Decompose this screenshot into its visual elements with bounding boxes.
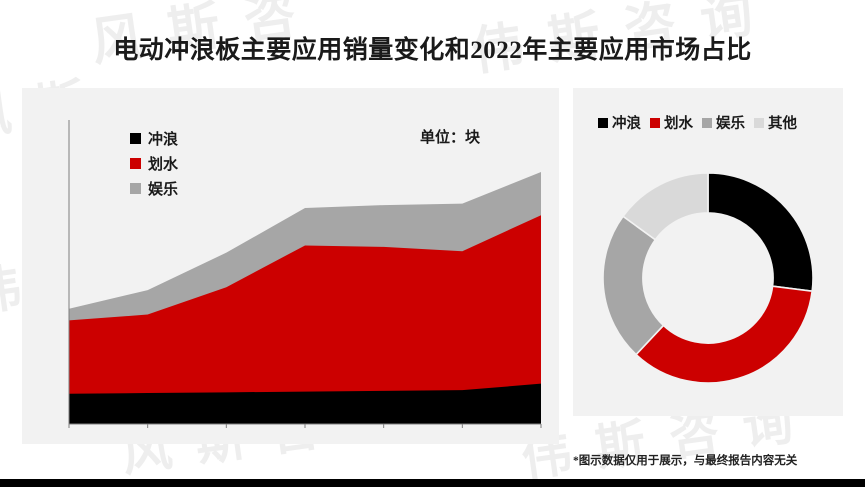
legend-label: 划水: [148, 157, 179, 173]
donut-legend-item-冲浪[interactable]: 冲浪: [598, 112, 646, 133]
legend-label: 划水: [664, 116, 693, 132]
legend-label: 冲浪: [612, 116, 641, 132]
donut-chart-svg: [602, 172, 814, 384]
legend-item-划水[interactable]: 划水: [130, 151, 178, 176]
legend-label: 其他: [768, 116, 797, 132]
legend-swatch-icon: [650, 117, 660, 128]
legend-swatch-icon: [130, 183, 141, 194]
legend-swatch-icon: [702, 117, 712, 128]
area-chart-svg: [68, 120, 542, 428]
legend-swatch-icon: [598, 117, 608, 128]
donut-legend-item-娱乐[interactable]: 娱乐: [702, 112, 750, 133]
area-chart-legend: 冲浪 划水 娱乐: [130, 126, 178, 201]
legend-swatch-icon: [754, 117, 764, 128]
legend-item-娱乐[interactable]: 娱乐: [130, 176, 178, 201]
area-chart-panel: [22, 88, 559, 444]
legend-swatch-icon: [130, 133, 141, 144]
legend-label: 娱乐: [148, 182, 179, 198]
legend-label: 娱乐: [716, 116, 745, 132]
donut-legend-item-划水[interactable]: 划水: [650, 112, 698, 133]
bottom-accent-bar: [0, 479, 865, 487]
area-series-1: [69, 215, 541, 424]
donut-slice-冲浪[interactable]: [707, 172, 814, 293]
area-series-0: [69, 383, 541, 424]
legend-swatch-icon: [130, 158, 141, 169]
unit-label: 单位：块: [420, 130, 481, 146]
donut-chart-legend: 冲浪 划水 娱乐 其他: [598, 112, 802, 133]
donut-legend-item-其他[interactable]: 其他: [754, 112, 802, 133]
legend-label: 冲浪: [148, 132, 179, 148]
slide-title: 电动冲浪板主要应用销量变化和2022年主要应用市场占比: [113, 37, 752, 64]
legend-item-冲浪[interactable]: 冲浪: [130, 126, 178, 151]
donut-slice-其他[interactable]: [621, 172, 709, 241]
footnote: *图示数据仅用于展示，与最终报告内容无关: [573, 455, 798, 467]
donut-slice-划水[interactable]: [634, 285, 814, 384]
